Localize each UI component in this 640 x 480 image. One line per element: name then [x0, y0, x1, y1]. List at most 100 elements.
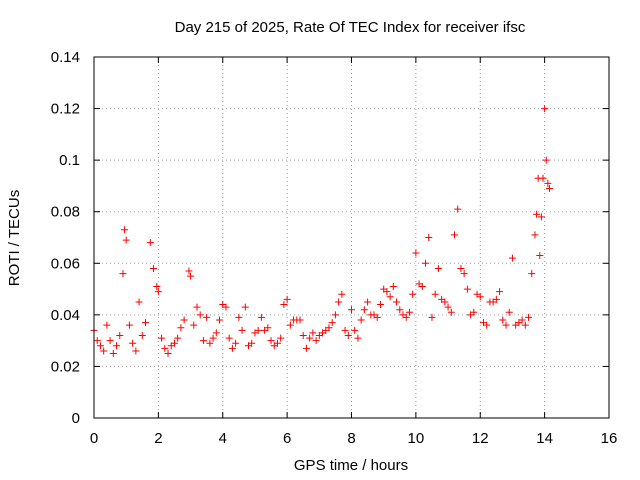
data-point [360, 306, 368, 314]
data-point [216, 316, 224, 324]
x-tick-label: 16 [601, 430, 618, 447]
data-point [396, 306, 404, 314]
y-tick-label: 0.08 [51, 204, 80, 221]
data-point [528, 270, 536, 278]
data-point [199, 337, 207, 345]
data-point [328, 319, 336, 327]
data-point [174, 334, 182, 342]
data-point [428, 313, 436, 321]
x-tick-label: 4 [219, 430, 227, 447]
data-point [444, 303, 452, 311]
data-point [541, 105, 549, 113]
data-point [150, 264, 158, 272]
data-point [441, 298, 449, 306]
data-point [393, 298, 401, 306]
data-point [331, 311, 339, 319]
data-point [203, 313, 211, 321]
y-tick-label: 0.14 [51, 49, 80, 66]
data-point [483, 321, 491, 329]
data-point [451, 231, 458, 239]
data-point [154, 288, 162, 296]
data-point [164, 350, 172, 358]
data-point [539, 174, 547, 182]
data-point [383, 288, 391, 296]
data-point [125, 321, 133, 329]
data-point [545, 185, 553, 193]
data-point [196, 311, 204, 319]
data-point [496, 288, 504, 296]
data-point [312, 337, 320, 345]
data-point [531, 231, 539, 239]
data-point [533, 210, 541, 218]
y-tick-label: 0.06 [51, 255, 80, 272]
data-point [325, 324, 333, 332]
y-tick-label: 0.04 [51, 307, 80, 324]
data-point [267, 337, 275, 345]
y-tick-label: 0.02 [51, 358, 80, 375]
data-point [264, 324, 272, 332]
data-point [386, 293, 394, 301]
data-point [341, 326, 349, 334]
data-point [109, 350, 117, 358]
data-point [412, 249, 420, 257]
data-point [499, 316, 507, 324]
data-point [335, 298, 343, 306]
data-point [418, 282, 426, 290]
x-tick-label: 12 [472, 430, 489, 447]
data-point [338, 290, 346, 298]
data-point [135, 298, 143, 306]
y-axis-label: ROTI / TECUs [6, 190, 23, 286]
data-point [376, 301, 384, 309]
data-point [177, 324, 185, 332]
data-point [277, 334, 285, 342]
x-axis-label: GPS time / hours [294, 457, 408, 474]
grid-lines [94, 57, 609, 418]
data-point [116, 331, 124, 339]
data-points [90, 105, 553, 358]
data-point [344, 331, 352, 339]
data-point [132, 347, 140, 355]
data-point [405, 308, 413, 316]
data-point [354, 334, 362, 342]
data-point [153, 282, 161, 290]
data-point [257, 313, 265, 321]
data-point [364, 298, 372, 306]
data-point [235, 313, 243, 321]
data-point [232, 339, 240, 347]
data-point [222, 303, 230, 311]
data-point [180, 316, 188, 324]
data-point [476, 293, 484, 301]
data-point [121, 226, 129, 234]
data-point [348, 306, 355, 314]
data-point [212, 329, 220, 337]
data-point [447, 308, 455, 316]
x-tick-label: 14 [536, 430, 553, 447]
data-point [357, 316, 365, 324]
data-point [187, 272, 195, 280]
data-point [492, 295, 500, 303]
x-tick-label: 8 [347, 430, 355, 447]
data-point [138, 331, 146, 339]
data-point [122, 236, 130, 244]
data-point [508, 254, 516, 262]
data-point [505, 308, 513, 316]
data-point [425, 234, 433, 241]
data-point [206, 339, 214, 347]
data-point [296, 316, 304, 324]
data-point [537, 213, 545, 221]
data-point [306, 334, 314, 342]
data-point [273, 339, 281, 347]
data-point [389, 282, 397, 290]
data-point [470, 308, 478, 316]
x-tick-label: 6 [283, 430, 291, 447]
data-point [431, 290, 439, 298]
data-point [536, 252, 544, 260]
data-point [454, 205, 462, 213]
data-point [113, 342, 121, 350]
data-point [280, 301, 288, 309]
data-point [93, 337, 101, 345]
data-point [193, 303, 201, 311]
data-point [409, 290, 417, 298]
x-tick-label: 10 [408, 430, 425, 447]
x-tick-label: 0 [90, 430, 98, 447]
